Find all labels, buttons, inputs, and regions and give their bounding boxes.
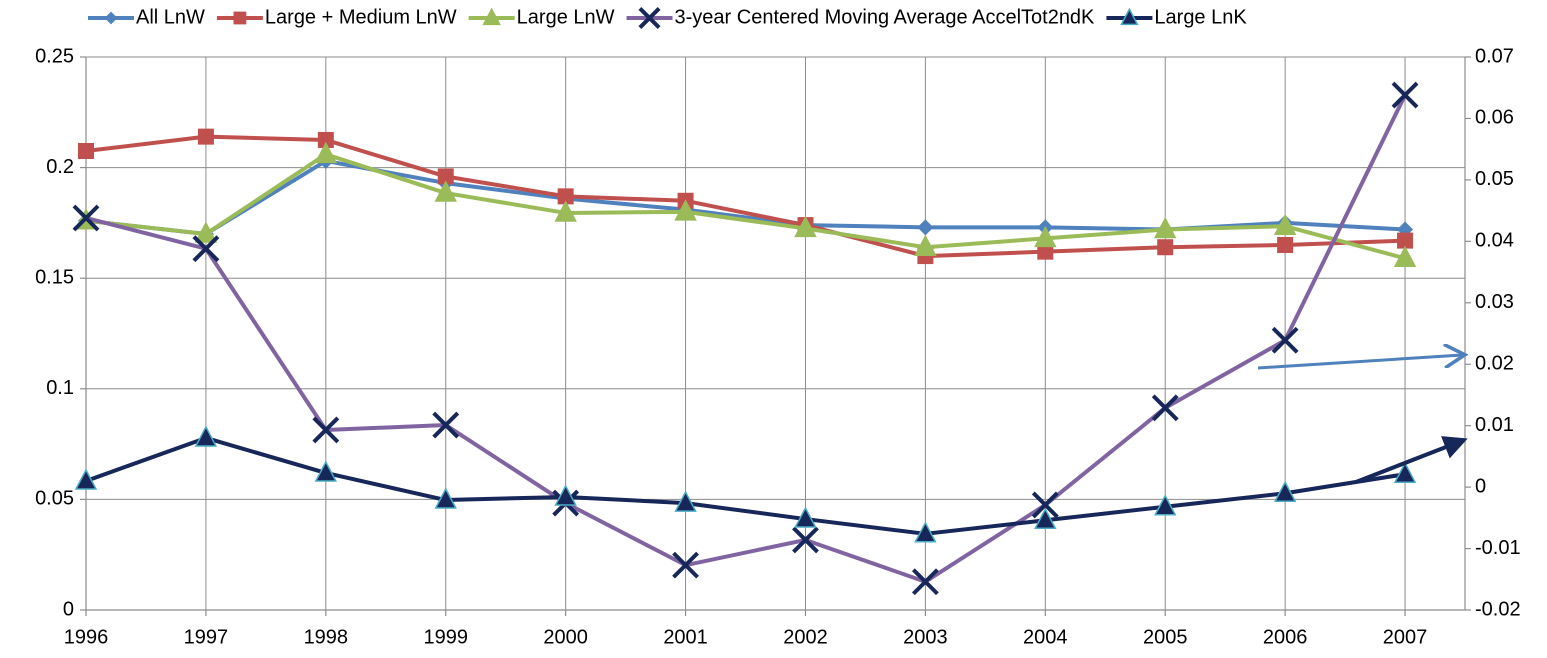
marker — [1151, 394, 1179, 422]
marker — [104, 11, 118, 25]
legend-label: 3-year Centered Moving Average AccelTot2… — [675, 6, 1096, 28]
marker — [792, 526, 819, 554]
line — [85, 158, 1406, 236]
series — [74, 141, 1417, 268]
marker — [1153, 494, 1177, 516]
marker — [672, 551, 699, 579]
y2-tick-label: 0.03 — [1475, 291, 1514, 313]
y2-tick-label: 0.01 — [1475, 414, 1514, 436]
legend-label: Large LnK — [1154, 6, 1247, 28]
marker — [1273, 213, 1297, 235]
series — [74, 425, 1417, 543]
line — [85, 134, 1406, 259]
y2-tick-label: 0 — [1475, 475, 1486, 497]
marker — [482, 7, 501, 26]
marker — [233, 11, 247, 25]
marker — [1037, 243, 1054, 260]
x-tick-label: 2001 — [663, 626, 708, 648]
marker — [1034, 507, 1057, 530]
marker — [1393, 461, 1417, 483]
y2-tick-label: 0.07 — [1475, 45, 1514, 67]
marker — [1153, 216, 1177, 239]
marker — [1393, 245, 1417, 268]
x-tick-label: 1999 — [423, 626, 468, 648]
marker — [1397, 232, 1414, 249]
marker — [794, 506, 817, 528]
annotation-arrows — [1257, 355, 1468, 484]
marker — [794, 215, 817, 238]
marker — [911, 568, 939, 596]
marker — [192, 235, 220, 263]
marker — [1271, 326, 1299, 354]
marker — [557, 188, 574, 205]
marker — [194, 425, 218, 447]
x-tick-label: 2000 — [543, 626, 588, 648]
y2-tick-label: -0.02 — [1475, 598, 1521, 620]
arrow — [1257, 355, 1462, 370]
legend-label: Large + Medium LnW — [265, 6, 457, 28]
marker — [72, 204, 100, 232]
y-tick-label: 0.05 — [35, 488, 74, 510]
y-tick-label: 0.2 — [46, 156, 74, 178]
x-tick-label: 1997 — [184, 626, 229, 648]
marker — [1157, 239, 1174, 256]
marker — [554, 200, 577, 222]
legend-label: All LnW — [136, 6, 205, 28]
y-tick-label: 0.25 — [35, 45, 74, 67]
marker — [314, 460, 338, 482]
y-tick-label: 0.1 — [46, 377, 74, 399]
marker — [554, 484, 577, 506]
marker — [314, 141, 338, 164]
series — [72, 81, 1419, 596]
marker — [1120, 7, 1139, 26]
marker — [917, 219, 934, 236]
marker — [434, 487, 457, 509]
x-tick-label: 1996 — [64, 626, 109, 648]
x-tick-label: 2005 — [1143, 626, 1188, 648]
marker — [317, 131, 334, 148]
marker — [674, 199, 697, 221]
marker — [197, 128, 214, 145]
x-tick-label: 2002 — [783, 626, 828, 648]
marker — [1391, 81, 1419, 109]
x-tick-label: 2007 — [1383, 626, 1428, 648]
x-tick-label: 2004 — [1023, 626, 1068, 648]
series — [78, 128, 1414, 265]
marker — [1031, 491, 1059, 519]
marker — [914, 521, 937, 543]
arrow — [1355, 436, 1468, 484]
y2-tick-label: -0.01 — [1475, 537, 1521, 559]
marker — [1277, 237, 1294, 254]
marker — [1034, 225, 1057, 248]
line — [85, 435, 1406, 536]
marker — [674, 490, 697, 512]
y-tick-label: 0.15 — [35, 266, 74, 288]
marker — [437, 168, 454, 185]
marker — [74, 468, 98, 490]
marker — [914, 234, 937, 256]
line — [85, 94, 1407, 584]
y2-tick-label: 0.02 — [1475, 353, 1514, 375]
marker — [1273, 480, 1297, 503]
marker — [434, 180, 457, 202]
marker — [78, 143, 94, 160]
x-tick-label: 2003 — [903, 626, 948, 648]
y-tick-label: 0 — [63, 598, 74, 620]
marker — [638, 6, 661, 30]
marker — [432, 411, 460, 439]
y2-tick-label: 0.04 — [1475, 230, 1514, 252]
x-tick-label: 2006 — [1263, 626, 1308, 648]
y2-tick-label: 0.06 — [1475, 107, 1514, 129]
marker — [194, 221, 218, 243]
x-tick-label: 1998 — [304, 626, 349, 648]
y2-tick-label: 0.05 — [1475, 168, 1514, 190]
legend: All LnW Large + Medium LnW Large LnW 3-year… — [88, 6, 1247, 30]
legend-label: Large LnW — [517, 6, 615, 28]
marker — [312, 416, 340, 444]
line — [85, 152, 1406, 261]
